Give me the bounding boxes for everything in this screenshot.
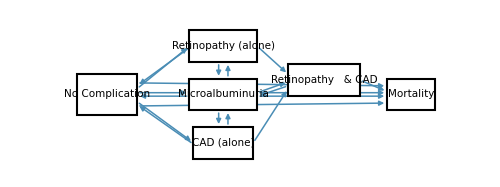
FancyBboxPatch shape bbox=[77, 74, 137, 115]
Text: Mortality: Mortality bbox=[388, 89, 434, 99]
Text: Microalbuminuria: Microalbuminuria bbox=[178, 89, 269, 99]
FancyBboxPatch shape bbox=[288, 64, 360, 96]
FancyBboxPatch shape bbox=[190, 79, 257, 110]
Text: Retinopathy (alone): Retinopathy (alone) bbox=[172, 41, 275, 51]
FancyBboxPatch shape bbox=[190, 30, 257, 62]
Text: Retinopathy   & CAD: Retinopathy & CAD bbox=[271, 75, 378, 85]
FancyBboxPatch shape bbox=[194, 127, 254, 159]
Text: CAD (alone): CAD (alone) bbox=[192, 138, 254, 148]
Text: No Complication: No Complication bbox=[64, 89, 150, 99]
FancyBboxPatch shape bbox=[387, 79, 436, 110]
